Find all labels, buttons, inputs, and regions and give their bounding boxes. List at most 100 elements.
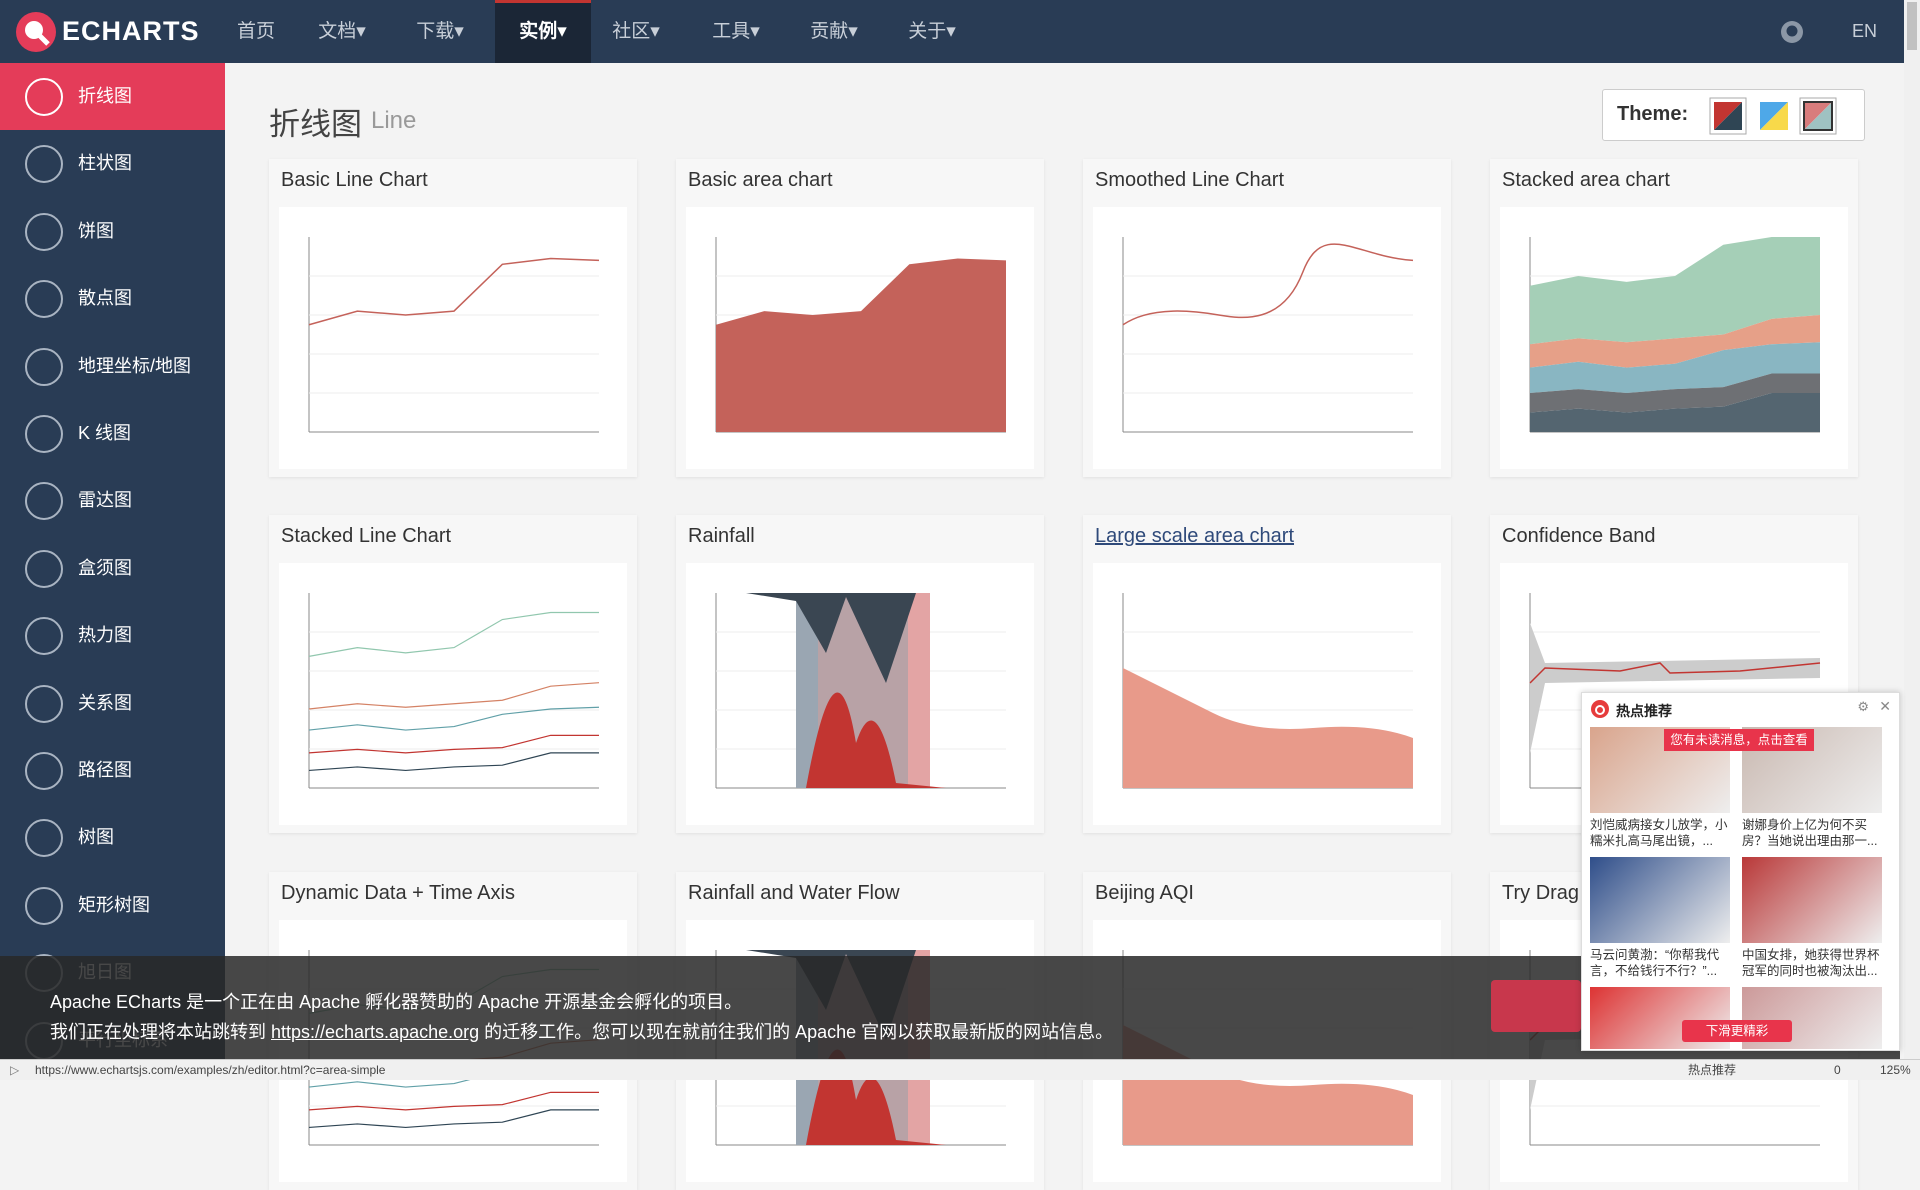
sidebar-item[interactable]: 柱状图 bbox=[0, 130, 225, 197]
lang-switch[interactable]: EN bbox=[1852, 21, 1878, 41]
example-card[interactable]: Large scale area chart bbox=[1083, 515, 1451, 833]
card-title: Rainfall and Water Flow bbox=[688, 882, 900, 904]
sidebar-item[interactable]: 雷达图 bbox=[0, 467, 225, 534]
thumb-shape bbox=[796, 593, 818, 788]
thumb-shape bbox=[1530, 237, 1820, 345]
link[interactable]: https://echarts.apache.org bbox=[271, 1022, 480, 1042]
github-icon[interactable] bbox=[1780, 20, 1804, 44]
sidebar-icon bbox=[25, 280, 63, 319]
sidebar-item[interactable]: 散点图 bbox=[0, 265, 225, 332]
thumb-shape bbox=[308, 1091, 599, 1111]
sidebar-label: 树图 bbox=[78, 827, 114, 848]
nav-item[interactable]: 文档▾ bbox=[318, 21, 366, 42]
nav-item[interactable]: 首页 bbox=[236, 21, 275, 42]
thumb-shape bbox=[1529, 662, 1821, 684]
banner-line: Apache ECharts 是一个正在由 Apache 孵化器赞助的 Apac… bbox=[50, 992, 743, 1012]
sidebar-label: 热力图 bbox=[78, 625, 132, 646]
example-card[interactable]: Stacked Line Chart bbox=[269, 515, 637, 833]
card-title: Dynamic Data + Time Axis bbox=[281, 882, 515, 904]
page: ECHARTS 首页 文档▾ 下载▾ 实例▾ 社区▾ 工具▾ 贡献▾ 关于▾ EN 折线图柱状… bbox=[0, 0, 1920, 1146]
news-image[interactable] bbox=[1590, 857, 1730, 943]
sidebar-label: 折线图 bbox=[78, 86, 132, 106]
thumb-shape bbox=[308, 706, 600, 731]
status-count: 0 bbox=[1834, 1063, 1841, 1077]
theme-label: Theme: bbox=[1617, 103, 1689, 125]
news-caption[interactable]: 刘恺威病接女儿放学，小糯米扎高马尾出镜，... bbox=[1590, 818, 1728, 848]
sidebar-icon bbox=[25, 886, 63, 925]
sidebar-label: K 线图 bbox=[78, 423, 132, 443]
sidebar: 折线图柱状图饼图 散点图地理坐标/地图 K 线图雷达图盒须图热力图关系图路径图树图矩… bbox=[0, 63, 225, 1080]
example-card[interactable]: Basic Line Chart bbox=[269, 159, 637, 477]
sidebar-icon bbox=[25, 617, 63, 656]
status-bar: ▷ https://www.echartsjs.com/examples/zh/… bbox=[0, 1059, 1920, 1080]
text: 的迁移工作。您可以现在就前往我们的 Apache 官网以获取最新版的网站信息。 bbox=[479, 1022, 1114, 1042]
card-thumbnail bbox=[1093, 563, 1441, 825]
nav-item[interactable]: 关于▾ bbox=[908, 21, 956, 42]
news-image[interactable] bbox=[1742, 857, 1882, 943]
sidebar-label: 地理坐标/地图 bbox=[78, 355, 192, 376]
settings-icon[interactable]: ⚙ bbox=[1857, 699, 1869, 714]
thumb-shape bbox=[308, 257, 600, 326]
sidebar-icon bbox=[25, 212, 63, 251]
card-title: Stacked area chart bbox=[1502, 169, 1670, 191]
example-card[interactable]: Basic area chart bbox=[676, 159, 1044, 477]
status-url: https://www.echartsjs.com/examples/zh/ed… bbox=[35, 1063, 386, 1077]
popup-notice[interactable]: 您有未读消息，点击查看 bbox=[1664, 729, 1814, 751]
sidebar-item[interactable]: 矩形树图 bbox=[0, 872, 225, 939]
hot-popup: 热点推荐 ⚙ ✕ 刘恺威病接女儿放学，小糯米扎高马尾出镜，... 谢娜身价上亿为何… bbox=[1581, 692, 1900, 1051]
sidebar-label: 关系图 bbox=[78, 692, 132, 713]
sidebar-item[interactable]: 树图 bbox=[0, 804, 225, 871]
example-card[interactable]: Smoothed Line Chart bbox=[1083, 159, 1451, 477]
thumb-shape bbox=[746, 593, 916, 683]
scrollbar-thumb[interactable] bbox=[1907, 2, 1917, 50]
nav-item[interactable]: 下载▾ bbox=[416, 21, 464, 42]
nav-item[interactable]: 贡献▾ bbox=[810, 21, 858, 42]
card-thumbnail bbox=[1500, 207, 1848, 469]
thumb-shape bbox=[308, 1109, 599, 1129]
text: 我们正在处理将本站跳转到 bbox=[50, 1022, 271, 1042]
sidebar-label: 柱状图 bbox=[78, 153, 132, 174]
sidebar-item[interactable]: 关系图 bbox=[0, 670, 225, 737]
card-thumbnail bbox=[686, 563, 1034, 825]
card-title: Confidence Band bbox=[1502, 525, 1656, 547]
nav-item[interactable]: 社区▾ bbox=[612, 21, 660, 42]
sidebar-icon bbox=[25, 347, 63, 386]
logo-text: ECHARTS bbox=[62, 16, 200, 46]
sidebar-item[interactable]: 热力图 bbox=[0, 602, 225, 669]
card-title: Basic area chart bbox=[688, 169, 833, 191]
banner-button[interactable] bbox=[1491, 980, 1581, 1032]
thumb-shape bbox=[1530, 393, 1820, 432]
sidebar-icon bbox=[25, 482, 63, 521]
sidebar-item[interactable]: 折线图 bbox=[0, 63, 225, 130]
news-caption[interactable]: 谢娜身价上亿为何不买房？当她说出理由那一... bbox=[1742, 818, 1878, 848]
popup-title: 热点推荐 bbox=[1616, 703, 1672, 719]
news-caption[interactable]: 中国女排，她获得世界杯冠军的同时也被淘汰出... bbox=[1742, 948, 1880, 978]
nav-item[interactable]: 实例▾ bbox=[495, 0, 591, 63]
page-title: 折线图 bbox=[269, 107, 362, 142]
sidebar-label: 盒须图 bbox=[78, 557, 132, 578]
sidebar-item[interactable]: 路径图 bbox=[0, 737, 225, 804]
sidebar-label: 矩形树图 bbox=[78, 894, 150, 915]
sidebar-item[interactable]: 盒须图 bbox=[0, 535, 225, 602]
status-hot[interactable]: 热点推荐 bbox=[1688, 1063, 1737, 1077]
sidebar-item[interactable]: K 线图 bbox=[0, 400, 225, 467]
sidebar-item[interactable]: 饼图 bbox=[0, 198, 225, 265]
news-caption[interactable]: 马云问黄渤：“你帮我代言，不给钱行不行？”... bbox=[1590, 948, 1720, 978]
sidebar-icon bbox=[25, 415, 63, 453]
theme-swatches[interactable] bbox=[1708, 96, 1858, 136]
scrollbar[interactable] bbox=[1904, 0, 1920, 1059]
nav-item[interactable]: 工具▾ bbox=[712, 21, 760, 42]
card-title: Rainfall bbox=[688, 525, 755, 547]
thumb-shape bbox=[1530, 342, 1820, 393]
sidebar-label: 路径图 bbox=[78, 760, 132, 780]
sidebar-label: 雷达图 bbox=[78, 490, 132, 511]
sidebar-icon bbox=[25, 752, 63, 790]
status-zoom[interactable]: 125% bbox=[1880, 1063, 1911, 1077]
popup-icon bbox=[1591, 700, 1609, 718]
sidebar-item[interactable]: 地理坐标/地图 bbox=[0, 333, 225, 400]
sidebar-icon bbox=[25, 819, 63, 858]
example-card[interactable]: Stacked area chart bbox=[1490, 159, 1858, 477]
close-button[interactable]: ✕ bbox=[1879, 698, 1891, 714]
example-card[interactable]: Rainfall bbox=[676, 515, 1044, 833]
popup-more[interactable]: 下滑更精彩 bbox=[1682, 1020, 1792, 1042]
